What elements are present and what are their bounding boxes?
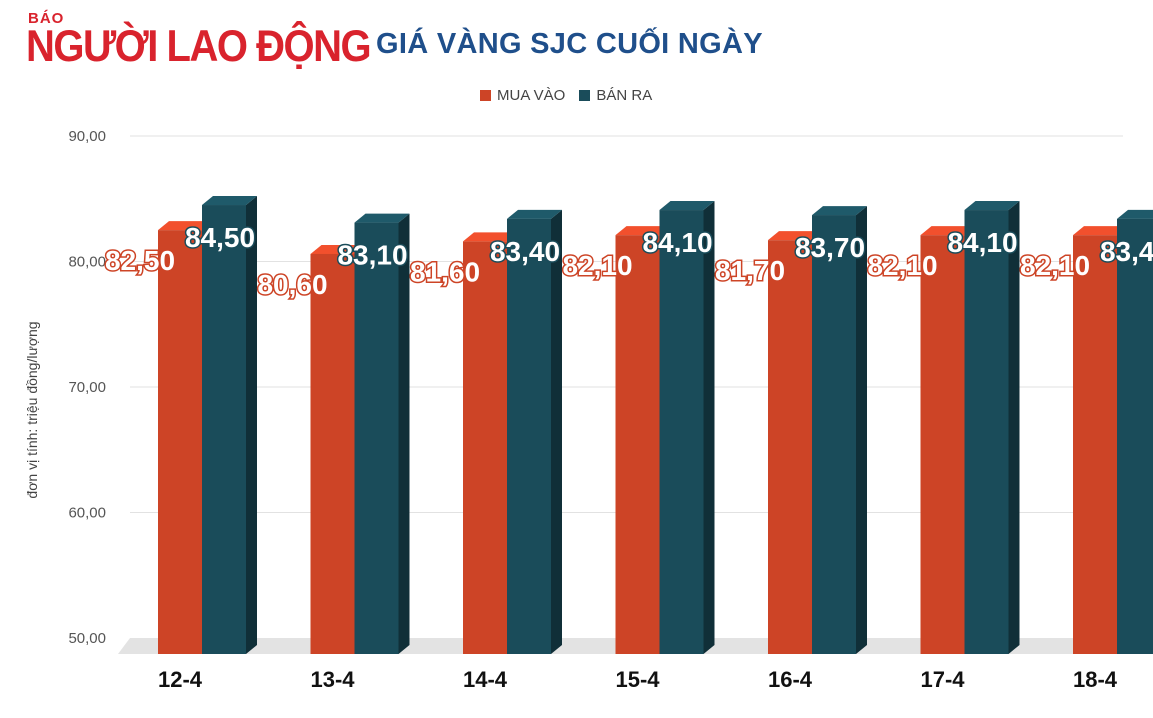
y-tick-label: 50,00 bbox=[68, 630, 106, 647]
bar-sell-top bbox=[964, 201, 1020, 211]
legend-item-sell: BÁN RA bbox=[579, 87, 652, 104]
bar-sell-side bbox=[1008, 201, 1020, 655]
x-tick-label: 14-4 bbox=[463, 667, 508, 692]
legend-label-sell: BÁN RA bbox=[596, 86, 653, 104]
bar-sell-top bbox=[812, 206, 867, 216]
bar-buy bbox=[158, 230, 202, 654]
logo-small-text: BÁO bbox=[28, 10, 65, 27]
x-tick-label: 12-4 bbox=[158, 667, 203, 692]
bar-buy bbox=[920, 235, 965, 654]
data-label-buy: 82,10 bbox=[562, 250, 632, 281]
bar-buy bbox=[1073, 235, 1117, 654]
data-label-buy: 81,60 bbox=[410, 256, 480, 287]
bar-buy-top bbox=[158, 221, 213, 231]
x-tick-label: 17-4 bbox=[920, 667, 965, 692]
data-label-buy: 81,70 bbox=[715, 255, 785, 286]
data-label-sell: 83,70 bbox=[795, 232, 865, 263]
bar-buy bbox=[310, 253, 355, 654]
bar-buy-top bbox=[463, 232, 518, 242]
data-label-buy: 82,10 bbox=[867, 250, 937, 281]
bar-buy-top bbox=[768, 231, 823, 241]
legend-swatch-buy bbox=[480, 89, 491, 101]
bar-sell-side bbox=[551, 209, 562, 654]
bar-sell bbox=[202, 205, 246, 654]
bar-buy-top bbox=[615, 226, 671, 236]
bar-sell bbox=[354, 222, 399, 654]
y-tick-label: 90,00 bbox=[68, 128, 106, 145]
data-label-sell: 83,40 bbox=[1100, 236, 1153, 267]
logo-main-text: NGƯỜI LAO ĐỘNG bbox=[26, 22, 372, 72]
bar-sell-side bbox=[703, 201, 715, 655]
legend-label-buy: MUA VÀO bbox=[497, 86, 566, 104]
bar-sell bbox=[964, 210, 1009, 655]
bar-buy bbox=[768, 240, 812, 655]
bar-sell-side bbox=[398, 213, 410, 654]
data-label-buy: 82,10 bbox=[1020, 250, 1090, 281]
bar-sell bbox=[812, 215, 856, 654]
bar-sell-top bbox=[659, 201, 715, 211]
x-tick-label: 16-4 bbox=[768, 667, 813, 692]
bar-sell-side bbox=[246, 196, 257, 654]
legend: MUA VÀO BÁN RA bbox=[480, 86, 666, 104]
legend-swatch-sell bbox=[579, 89, 591, 101]
x-tick-label: 15-4 bbox=[615, 667, 660, 692]
chart-title: GIÁ VÀNG SJC CUỐI NGÀY bbox=[376, 28, 763, 60]
data-label-sell: 84,50 bbox=[185, 222, 255, 253]
bar-sell bbox=[1117, 218, 1153, 654]
bar-sell-side bbox=[856, 206, 867, 654]
data-label-sell: 83,40 bbox=[490, 236, 560, 267]
bar-sell-top bbox=[202, 196, 257, 206]
bar-sell bbox=[659, 210, 704, 655]
data-label-buy: 82,50 bbox=[105, 245, 175, 276]
bar-buy-top bbox=[1073, 226, 1128, 236]
bar-sell bbox=[507, 218, 551, 654]
x-tick-label: 18-4 bbox=[1073, 667, 1118, 692]
y-tick-label: 60,00 bbox=[68, 505, 106, 522]
x-tick-label: 13-4 bbox=[310, 667, 355, 692]
data-label-sell: 84,10 bbox=[947, 227, 1017, 258]
data-label-buy: 80,60 bbox=[257, 269, 327, 300]
newspaper-logo: BÁO NGƯỜI LAO ĐỘNG bbox=[26, 10, 372, 72]
y-axis-label: đơn vị tính: triệu đồng/lượng bbox=[24, 321, 40, 498]
bar-buy bbox=[463, 241, 507, 655]
bar-sell-top bbox=[1117, 209, 1153, 219]
bar-buy-top bbox=[310, 244, 366, 254]
y-tick-label: 80,00 bbox=[68, 254, 106, 271]
bar-buy-top bbox=[920, 226, 976, 236]
bar-buy bbox=[615, 235, 660, 654]
y-tick-label: 70,00 bbox=[68, 379, 106, 396]
legend-item-buy: MUA VÀO bbox=[480, 87, 565, 104]
bar-sell-top bbox=[507, 209, 562, 219]
data-label-sell: 83,10 bbox=[337, 240, 407, 271]
data-label-sell: 84,10 bbox=[642, 227, 712, 258]
bar-sell-top bbox=[354, 213, 410, 223]
